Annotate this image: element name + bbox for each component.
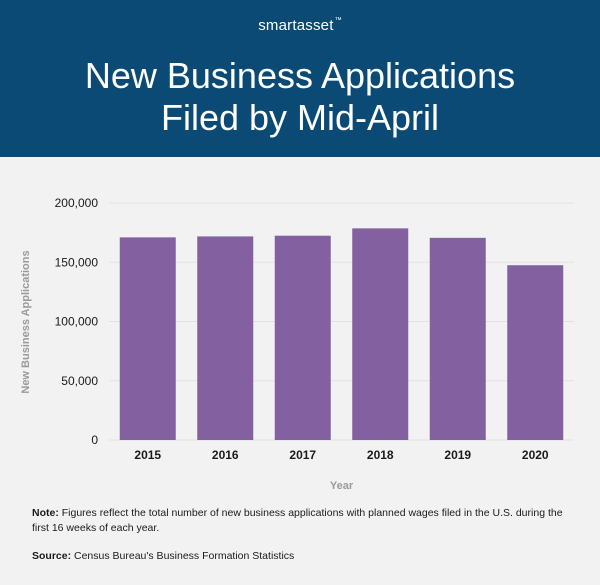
- bar-chart: 0 50,000 100,000 150,000 200,000 2015 2016 2017…: [55, 196, 574, 462]
- y-tick-label: 150,000: [55, 255, 99, 269]
- source-citation: Source: Census Bureau's Business Formati…: [32, 549, 572, 564]
- header-banner: smartasset™ New Business Applications Fi…: [0, 0, 600, 157]
- bar-2015: [119, 237, 176, 440]
- brand-name: smartasset: [258, 17, 334, 34]
- x-tick-label: 2020: [522, 448, 549, 462]
- bar-2017: [274, 235, 331, 440]
- brand-trademark: ™: [334, 17, 342, 24]
- bar-2019: [429, 237, 486, 440]
- bar-2018: [352, 228, 409, 440]
- page-title: New Business Applications Filed by Mid-A…: [0, 55, 600, 139]
- footnote: Note: Figures reflect the total number o…: [32, 506, 572, 536]
- brand-logo: smartasset™: [0, 17, 600, 34]
- y-tick-label: 100,000: [55, 315, 99, 329]
- note-label: Note:: [32, 507, 59, 519]
- y-tick-label: 200,000: [55, 196, 99, 210]
- bar-2020: [507, 265, 564, 440]
- x-tick-label: 2018: [367, 448, 394, 462]
- x-tick-label: 2019: [444, 448, 471, 462]
- source-text: Census Bureau's Business Formation Stati…: [71, 550, 295, 562]
- x-tick-label: 2017: [289, 448, 316, 462]
- title-line-2: Filed by Mid-April: [160, 97, 440, 138]
- bar-2016: [197, 236, 254, 440]
- source-label: Source:: [32, 550, 72, 562]
- title-line-1: New Business Applications: [84, 55, 516, 96]
- y-tick-label: 50,000: [61, 374, 98, 388]
- y-tick-label: 0: [91, 433, 98, 447]
- x-axis-title: Year: [329, 480, 354, 492]
- x-tick-label: 2016: [212, 448, 239, 462]
- note-text: Figures reflect the total number of new …: [32, 507, 563, 534]
- x-tick-label: 2015: [134, 448, 161, 462]
- y-axis-title-text: New Business Applications: [20, 250, 32, 394]
